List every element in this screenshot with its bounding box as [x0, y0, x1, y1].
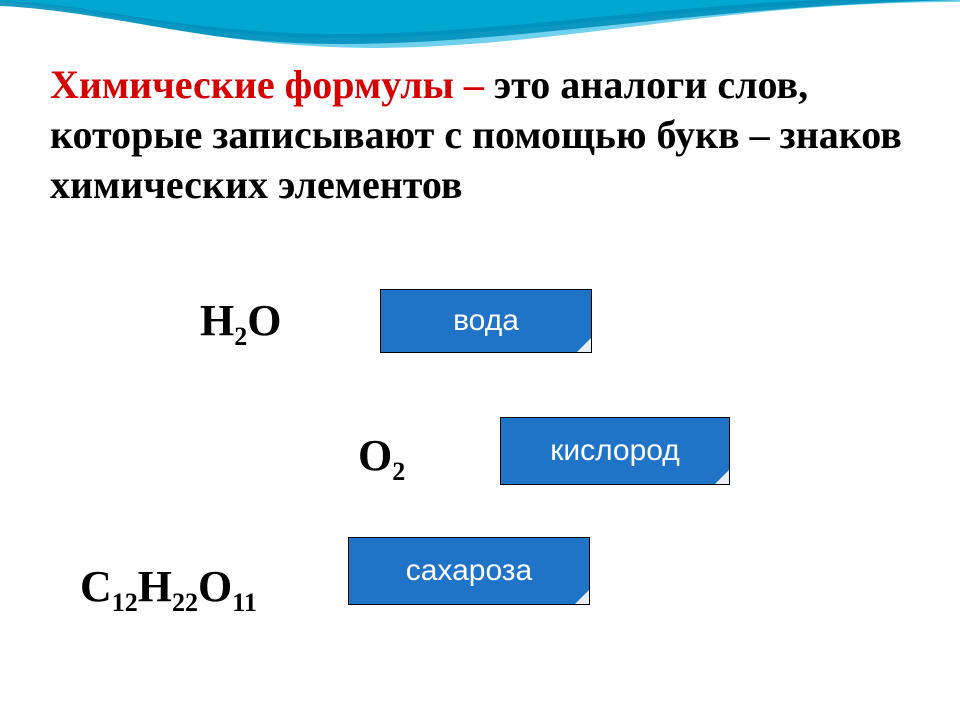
wave-3	[0, 0, 960, 44]
formula-1: O2	[358, 430, 405, 487]
label-text-0: вода	[453, 304, 519, 338]
label-box-1: кислород	[500, 417, 730, 485]
fold-corner-icon	[577, 338, 591, 352]
wave-1	[0, 0, 960, 48]
formula-0: H2O	[200, 295, 281, 352]
headline: Химические формулы – это аналоги слов, к…	[50, 60, 920, 210]
label-box-0: вода	[380, 289, 592, 353]
label-text-1: кислород	[550, 434, 680, 468]
wave-white	[0, 4, 960, 54]
slide-content: Химические формулы – это аналоги слов, к…	[50, 60, 920, 210]
fold-corner-icon	[575, 590, 589, 604]
label-box-2: сахароза	[348, 537, 590, 605]
fold-corner-icon	[715, 470, 729, 484]
headline-title: Химические формулы –	[50, 62, 484, 107]
formula-2: C12H22O11	[80, 561, 257, 618]
wave-2	[0, 0, 960, 38]
label-text-2: сахароза	[406, 554, 533, 588]
